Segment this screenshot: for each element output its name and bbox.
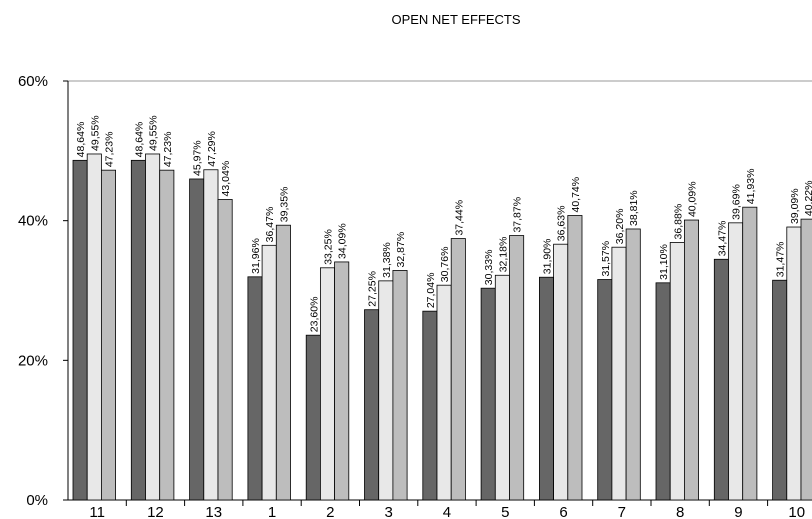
data-label: 27,04% (425, 273, 437, 309)
data-label: 33,25% (323, 229, 335, 265)
bar (786, 226, 802, 501)
bar (800, 218, 812, 501)
bar (713, 258, 729, 501)
bar (742, 206, 758, 501)
data-label: 32,18% (497, 237, 509, 273)
data-label: 43,04% (220, 161, 232, 197)
x-tick-label: 11 (89, 504, 105, 519)
x-tick-label: 4 (443, 504, 451, 519)
data-label: 36,63% (556, 206, 568, 242)
data-label: 30,33% (483, 250, 495, 286)
bar (625, 228, 641, 501)
data-label: 32,87% (395, 232, 407, 268)
bar (305, 334, 321, 501)
bar (494, 274, 510, 501)
data-label: 37,87% (512, 197, 524, 233)
bar (378, 280, 394, 501)
bar (684, 219, 700, 501)
bar (334, 261, 350, 501)
data-label: 40,09% (687, 181, 699, 217)
bar (275, 224, 291, 501)
chart-data-labels: 48,64% 48,64% 45,97% 31,96% 23,60% 27,25% 27,0… (75, 115, 812, 332)
bar (392, 270, 408, 501)
data-label: 31,38% (381, 242, 393, 278)
bar (655, 282, 671, 501)
data-label: 31,57% (600, 241, 612, 277)
x-tick-label: 13 (205, 504, 222, 519)
bar (509, 235, 525, 501)
bar (319, 267, 335, 501)
x-tick-label: 1 (268, 504, 276, 519)
x-tick-label: 8 (676, 504, 684, 519)
bar (772, 279, 788, 501)
x-tick-label: 3 (384, 504, 392, 519)
x-tick-label: 9 (734, 504, 742, 519)
data-label: 23,60% (308, 297, 320, 333)
y-tick-label: 40% (18, 213, 48, 230)
bar (436, 284, 452, 501)
bar (480, 287, 496, 501)
data-label: 47,23% (104, 132, 116, 168)
data-label: 47,29% (206, 131, 218, 167)
bar (597, 279, 613, 501)
bar (611, 246, 627, 501)
bar (130, 159, 146, 501)
x-tick-label: 5 (501, 504, 509, 519)
y-tick-label: 0% (26, 492, 48, 509)
data-label: 36,47% (264, 207, 276, 243)
bar (203, 169, 219, 501)
bar (72, 159, 88, 501)
y-tick-label: 60% (18, 73, 48, 90)
data-label: 30,76% (439, 247, 451, 283)
bar (422, 310, 438, 501)
data-label: 31,47% (775, 242, 787, 278)
bar (247, 276, 263, 501)
chart-bars (72, 153, 812, 501)
data-label: 31,90% (542, 239, 554, 275)
bar (364, 309, 380, 501)
bar (101, 169, 117, 501)
data-label: 40,74% (570, 177, 582, 213)
x-tick-label: 2 (326, 504, 334, 519)
bar (217, 199, 233, 501)
data-label: 38,81% (628, 190, 640, 226)
x-tick-label: 6 (559, 504, 567, 519)
data-label: 45,97% (192, 140, 204, 176)
bar (553, 243, 569, 501)
data-label: 41,93% (745, 169, 757, 205)
data-label: 34,47% (716, 221, 728, 257)
x-tick-label: 10 (788, 504, 805, 519)
data-label: 48,64% (75, 122, 87, 158)
data-label: 37,44% (453, 200, 465, 236)
data-label: 36,88% (672, 204, 684, 240)
chart-title: OPEN NET EFFECTS (391, 12, 520, 27)
data-label: 40,22% (803, 181, 812, 217)
data-label: 34,09% (337, 223, 349, 259)
bar (86, 153, 102, 501)
x-tick-label: 12 (147, 504, 164, 519)
data-label: 39,09% (789, 188, 801, 224)
data-label: 47,23% (162, 132, 174, 168)
data-label: 36,20% (614, 209, 626, 245)
bar (728, 222, 744, 501)
bar (145, 153, 161, 501)
bar (567, 215, 583, 501)
data-label: 27,25% (367, 271, 379, 307)
data-label: 31,96% (250, 238, 262, 274)
bar (450, 238, 466, 501)
data-label: 49,55% (148, 115, 160, 151)
bar (539, 276, 555, 501)
data-label: 48,64% (133, 122, 145, 158)
bar (669, 242, 685, 501)
data-label: 39,35% (278, 187, 290, 223)
bar (159, 169, 175, 501)
bar (261, 244, 277, 501)
data-label: 31,10% (658, 244, 670, 280)
x-tick-label: 7 (618, 504, 626, 519)
data-label: 49,55% (89, 115, 101, 151)
y-tick-label: 20% (18, 352, 48, 369)
bar (189, 178, 205, 501)
data-label: 39,69% (731, 184, 743, 220)
